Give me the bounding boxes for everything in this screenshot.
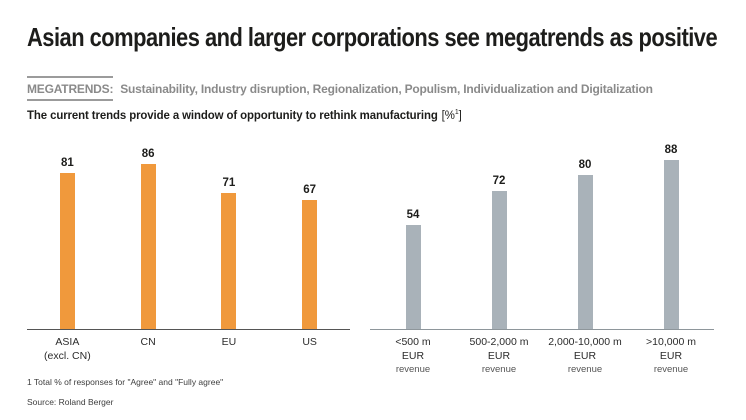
chart-subtitle: The current trends provide a window of o…: [27, 109, 462, 122]
bar: [405, 225, 421, 329]
bar-cell: 54: [370, 139, 456, 329]
category-label: 2,000-10,000 m EUR revenue: [548, 336, 622, 376]
bar-value-label: 81: [60, 157, 74, 170]
category-label: CN: [140, 336, 156, 348]
bar: [491, 190, 507, 329]
plot-area-revenue: 54 72 80 88: [370, 139, 714, 330]
bar-value-label: 54: [406, 209, 420, 222]
chart-by-region: 81 86 71 67 ASIA (excl. CN) CN EU US: [27, 139, 350, 363]
category-axis-region: ASIA (excl. CN) CN EU US: [27, 330, 350, 363]
chart-subtitle-text: The current trends provide a window of o…: [27, 110, 438, 122]
bar-cell: 86: [108, 139, 189, 329]
bar-value-label: 67: [303, 184, 317, 197]
bar-value-label: 72: [492, 174, 506, 187]
bar: [59, 173, 75, 329]
bar: [140, 163, 156, 329]
megatrends-label: MEGATRENDS:: [27, 76, 113, 101]
bar-value-label: 86: [141, 147, 155, 160]
bar-cell: 80: [542, 139, 628, 329]
bar-value-label: 71: [222, 176, 236, 189]
category-label: <500 m EUR revenue: [395, 336, 431, 376]
footnote-marker: 1: [454, 109, 459, 117]
chart-unit-label: [%1]: [441, 109, 462, 122]
bar-cell: 67: [269, 139, 350, 329]
source-line: Source: Roland Berger: [27, 397, 114, 407]
plot-area-region: 81 86 71 67: [27, 139, 350, 330]
category-label: ASIA (excl. CN): [44, 336, 91, 362]
category-axis-revenue: <500 m EUR revenue 500-2,000 m EUR revenue 2,0…: [370, 330, 714, 377]
category-label: US: [302, 336, 317, 348]
megatrends-tagline: MEGATRENDS: Sustainability, Industry dis…: [27, 76, 653, 101]
category-label: >10,000 m EUR revenue: [646, 336, 696, 376]
category-label: EU: [221, 336, 237, 348]
bar-cell: 88: [628, 139, 714, 329]
category-label: 500-2,000 m EUR revenue: [469, 336, 529, 376]
bar: [221, 192, 237, 329]
bar-value-label: 80: [578, 159, 592, 172]
bar: [663, 160, 679, 329]
bar: [302, 200, 318, 329]
bar-value-label: 88: [664, 144, 678, 157]
bar-cell: 72: [456, 139, 542, 329]
megatrends-list: Sustainability, Industry disruption, Reg…: [120, 81, 653, 96]
chart-by-revenue: 54 72 80 88 <500 m EUR revenue 500-2,000 m EUR r…: [370, 139, 714, 377]
bar-cell: 81: [27, 139, 108, 329]
footnote: 1 Total % of responses for "Agree" and "…: [27, 377, 224, 387]
page-title: Asian companies and larger corporations …: [27, 22, 718, 52]
bar: [577, 175, 593, 329]
bar-cell: 71: [189, 139, 270, 329]
